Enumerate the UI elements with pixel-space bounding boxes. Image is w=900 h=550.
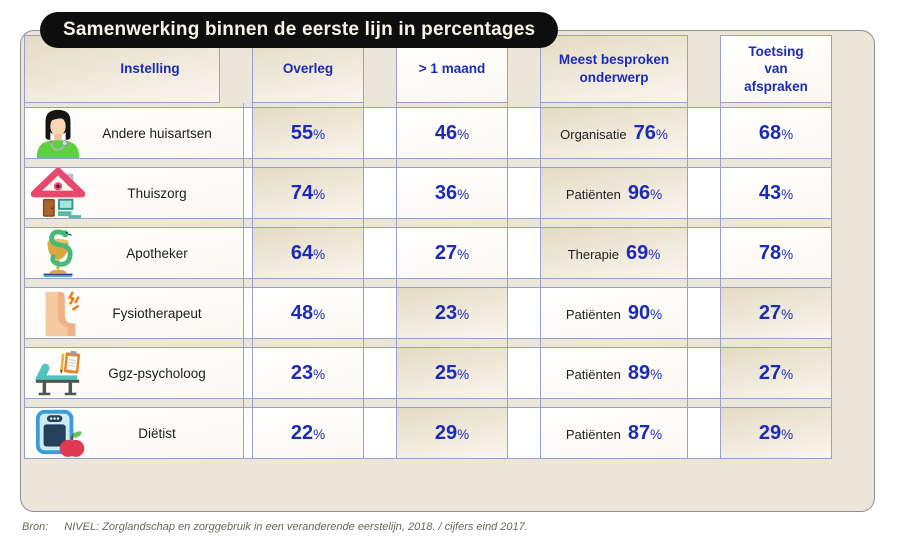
cell-toetsing: 27%: [720, 347, 832, 399]
cell-onderwerp: Patiënten 90%: [540, 287, 688, 339]
table-row-cell-instelling: Apotheker: [24, 227, 244, 279]
cell-onderwerp: Patiënten 96%: [540, 167, 688, 219]
cell-toetsing: 29%: [720, 407, 832, 459]
doctor-icon: [31, 108, 85, 158]
header-toetsing: Toetsing van afspraken: [720, 35, 832, 103]
cell-maand: 25%: [396, 347, 508, 399]
column-line-maand: [396, 103, 508, 459]
cell-maand: 36%: [396, 167, 508, 219]
leg-icon: [31, 288, 85, 338]
cell-maand: 23%: [396, 287, 508, 339]
cell-overleg: 23%: [252, 347, 364, 399]
column-line-toetsing: [720, 103, 832, 459]
row-label: Ggz-psycholoog: [108, 365, 206, 381]
column-line-overleg: [252, 103, 364, 459]
pharmacy-icon: [31, 228, 85, 278]
cell-overleg: 64%: [252, 227, 364, 279]
cell-overleg: 22%: [252, 407, 364, 459]
table-row-cell-instelling: Andere huisartsen: [24, 107, 244, 159]
page-title: Samenwerking binnen de eerste lijn in pe…: [40, 12, 559, 48]
source-line: Bron: NIVEL: Zorglandschap en zorggebruik…: [22, 521, 528, 533]
cell-overleg: 48%: [252, 287, 364, 339]
scale-icon: [31, 408, 85, 458]
cell-onderwerp: Patiënten 89%: [540, 347, 688, 399]
cell-overleg: 55%: [252, 107, 364, 159]
table-row-cell-instelling: Ggz-psycholoog: [24, 347, 244, 399]
data-table: Instelling Overleg > 1 maand Meest bespr…: [24, 35, 832, 459]
cell-overleg: 74%: [252, 167, 364, 219]
cell-maand: 46%: [396, 107, 508, 159]
row-label: Diëtist: [138, 425, 176, 441]
cell-toetsing: 68%: [720, 107, 832, 159]
header-onderwerp: Meest besproken onderwerp: [540, 35, 688, 103]
row-label: Andere huisartsen: [102, 125, 212, 141]
row-label: Thuiszorg: [127, 185, 187, 201]
cell-toetsing: 43%: [720, 167, 832, 219]
cell-onderwerp: Organisatie 76%: [540, 107, 688, 159]
table-row-cell-instelling: Diëtist: [24, 407, 244, 459]
source-text: NIVEL: Zorglandschap en zorggebruik in e…: [64, 521, 528, 533]
row-label: Fysiotherapeut: [112, 305, 202, 321]
column-line-onderwerp: [540, 103, 688, 459]
couch-icon: [31, 348, 85, 398]
cell-onderwerp: Patiënten 87%: [540, 407, 688, 459]
house-icon: [31, 168, 85, 218]
cell-maand: 27%: [396, 227, 508, 279]
cell-toetsing: 27%: [720, 287, 832, 339]
column-line-instelling: [24, 103, 244, 459]
cell-maand: 29%: [396, 407, 508, 459]
source-label: Bron:: [22, 521, 49, 533]
row-label: Apotheker: [126, 245, 188, 261]
cell-onderwerp: Therapie 69%: [540, 227, 688, 279]
table-row-cell-instelling: Thuiszorg: [24, 167, 244, 219]
cell-toetsing: 78%: [720, 227, 832, 279]
table-row-cell-instelling: Fysiotherapeut: [24, 287, 244, 339]
